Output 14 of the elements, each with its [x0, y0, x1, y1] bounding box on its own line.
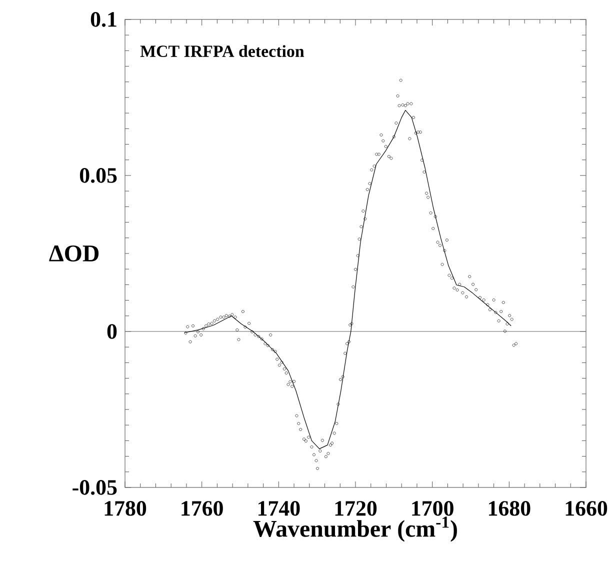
x-tick-label: 1700 — [412, 501, 454, 516]
text: MCT IRFPA detection — [140, 45, 304, 58]
y-axis-title: ΔOD — [49, 245, 99, 262]
x-tick-label: 1680 — [489, 501, 530, 516]
x-axis-title: Wavenumber (cm$^{-1}$) — [253, 516, 457, 542]
x-tick-label: 1740 — [258, 501, 300, 516]
x-tick-label: 1780 — [104, 501, 146, 516]
y-tick-label: 0.1 — [90, 12, 116, 27]
x-tick-label: 1720 — [335, 501, 377, 516]
y-tick-label: -0.05 — [72, 480, 117, 495]
x-tick-label: 1760 — [182, 501, 223, 516]
x-tick-label: 1660 — [566, 501, 608, 516]
y-tick-label: 0 — [107, 324, 117, 339]
y-tick-label: 0.05 — [80, 168, 117, 183]
